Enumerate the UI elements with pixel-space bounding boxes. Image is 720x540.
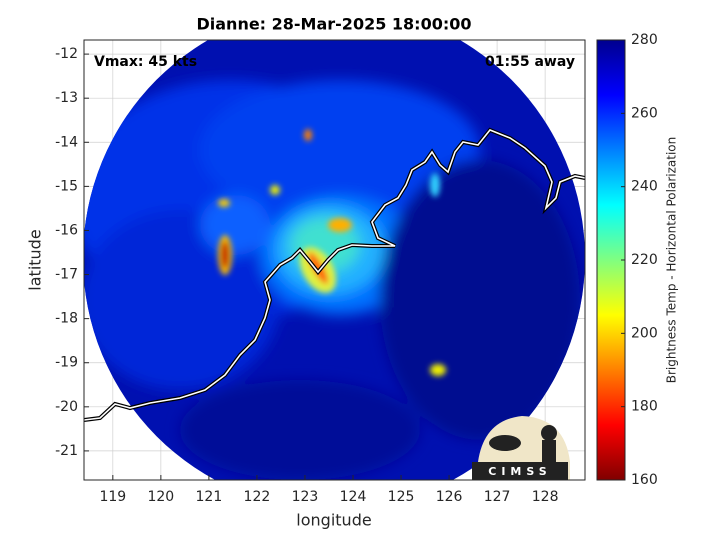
colorbar-tick-label: 200 bbox=[631, 325, 658, 341]
x-tick-label: 123 bbox=[292, 489, 319, 505]
y-axis-label: latitude bbox=[26, 229, 45, 290]
chart-title: Dianne: 28-Mar-2025 18:00:00 bbox=[196, 15, 471, 34]
colorbar-tick-label: 180 bbox=[631, 399, 658, 415]
y-tick-label: -20 bbox=[55, 399, 78, 415]
x-tick-label: 126 bbox=[436, 489, 463, 505]
coastline bbox=[84, 129, 585, 421]
colorbar-tick-label: 220 bbox=[631, 252, 658, 268]
y-tick-label: -15 bbox=[55, 178, 78, 194]
y-tick-label: -13 bbox=[55, 90, 78, 106]
annotation: Vmax: 45 kts bbox=[94, 54, 197, 70]
y-tick-label: -16 bbox=[55, 222, 78, 238]
annotation: 01:55 away bbox=[485, 54, 575, 70]
logo: CIMSS bbox=[472, 416, 570, 480]
axes-frame bbox=[83, 39, 586, 481]
logo-dish bbox=[489, 435, 521, 451]
x-tick-label: 119 bbox=[99, 489, 126, 505]
x-tick-label: 120 bbox=[147, 489, 174, 505]
x-tick-label: 124 bbox=[340, 489, 367, 505]
y-tick-label: -12 bbox=[55, 46, 78, 62]
x-tick-label: 121 bbox=[196, 489, 223, 505]
x-axis-label: longitude bbox=[296, 511, 371, 530]
colorbar-tick-label: 260 bbox=[631, 105, 658, 121]
x-tick-label: 127 bbox=[484, 489, 511, 505]
x-tick-label: 122 bbox=[244, 489, 271, 505]
y-tick-label: -18 bbox=[55, 311, 78, 327]
logo-bar bbox=[472, 462, 568, 480]
logo-tower bbox=[542, 440, 556, 462]
colorbar bbox=[596, 39, 626, 481]
logo-tank bbox=[541, 425, 557, 441]
y-tick-label: -21 bbox=[55, 443, 78, 459]
imagery bbox=[84, 40, 585, 480]
colorbar-tick-label: 240 bbox=[631, 179, 658, 195]
logo-text: CIMSS bbox=[488, 465, 551, 478]
y-tick-label: -17 bbox=[55, 267, 78, 283]
x-tick-label: 128 bbox=[532, 489, 559, 505]
colorbar-tick-label: 160 bbox=[631, 472, 658, 488]
swath bbox=[84, 40, 585, 480]
y-tick-label: -19 bbox=[55, 355, 78, 371]
y-tick-label: -14 bbox=[55, 134, 78, 150]
colorbar-tick-label: 280 bbox=[631, 32, 658, 48]
x-tick-label: 125 bbox=[388, 489, 415, 505]
colorbar-label: Brightness Temp - Horizontal Polarizatio… bbox=[665, 137, 679, 384]
